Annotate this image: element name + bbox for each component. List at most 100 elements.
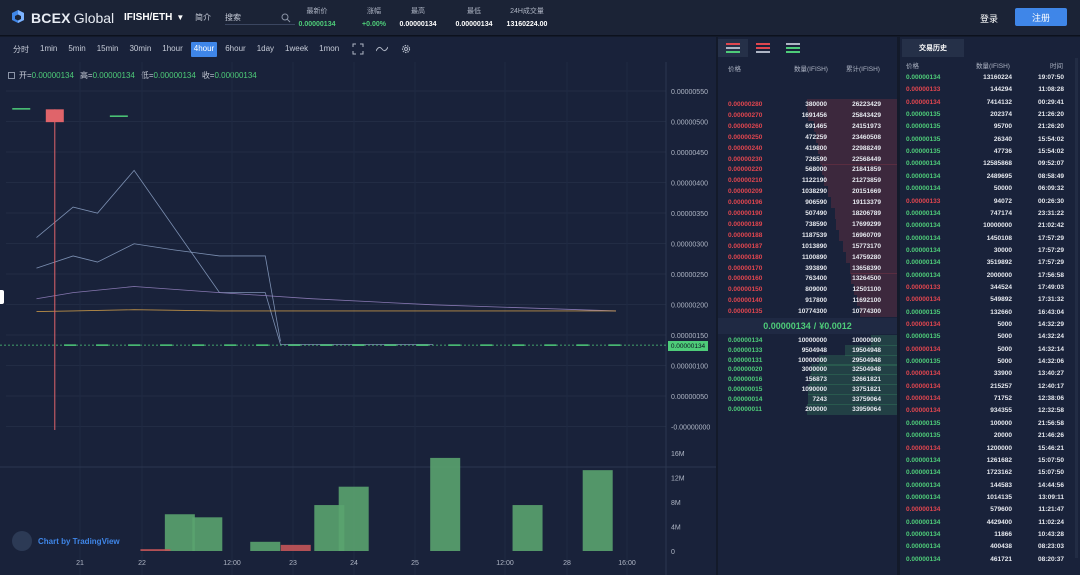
pair-selector[interactable]: IFISH/ETH ▼: [124, 12, 184, 23]
ask-row[interactable]: 0.00000180 1100890 14759280: [718, 251, 897, 264]
bid-row[interactable]: 0.00000131 10000000 29504948: [718, 354, 897, 367]
settings-gear-icon[interactable]: [400, 43, 412, 55]
search-box[interactable]: [225, 11, 295, 25]
tradingview-attribution[interactable]: Chart by TradingView: [12, 531, 120, 551]
time-tick-label: 12:00: [223, 560, 241, 567]
history-scrollbar[interactable]: [1075, 58, 1078, 558]
view-bids-tab[interactable]: [778, 39, 808, 57]
ask-row[interactable]: 0.00000189 738590 17699299: [718, 218, 897, 231]
ask-row[interactable]: 0.00000187 1013890 15773170: [718, 240, 897, 253]
intro-link[interactable]: 简介: [195, 13, 211, 22]
interval-1hour[interactable]: 1hour: [162, 43, 183, 53]
history-row[interactable]: 0.00000134 144583 14:44:56: [900, 480, 1080, 492]
ask-row[interactable]: 0.00000150 809000 12501100: [718, 284, 897, 296]
ask-row[interactable]: 0.00000250 472259 23460508: [718, 131, 897, 144]
history-row[interactable]: 0.00000135 5000 14:32:06: [900, 356, 1080, 368]
interval-4hour[interactable]: 4hour: [190, 41, 218, 57]
history-row[interactable]: 0.00000134 50000 06:09:32: [900, 183, 1080, 195]
history-row[interactable]: 0.00000135 202374 21:26:20: [900, 109, 1080, 121]
history-row[interactable]: 0.00000135 100000 21:56:58: [900, 418, 1080, 430]
register-button[interactable]: 注册: [1015, 8, 1067, 26]
history-row[interactable]: 0.00000135 5000 14:32:24: [900, 331, 1080, 343]
history-row[interactable]: 0.00000134 12585868 09:52:07: [900, 158, 1080, 170]
ask-row[interactable]: 0.00000280 380000 26223429: [718, 99, 897, 111]
fullscreen-icon[interactable]: [352, 43, 364, 55]
history-row[interactable]: 0.00000134 2000000 17:56:58: [900, 270, 1080, 282]
history-row[interactable]: 0.00000134 215257 12:40:17: [900, 381, 1080, 393]
ask-row[interactable]: 0.00000209 1038290 20151669: [718, 186, 897, 198]
history-row[interactable]: 0.00000133 94072 00:26:30: [900, 196, 1080, 208]
history-row[interactable]: 0.00000133 344524 17:49:03: [900, 282, 1080, 294]
brand-logo[interactable]: BCEX Global: [10, 9, 114, 27]
interval-1day[interactable]: 1day: [256, 43, 275, 53]
bid-row[interactable]: 0.00000014 7243 33759064: [718, 393, 897, 406]
interval-30min[interactable]: 30min: [129, 43, 152, 53]
history-row[interactable]: 0.00000134 33900 13:40:27: [900, 368, 1080, 380]
history-row[interactable]: 0.00000135 26340 15:54:02: [900, 134, 1080, 146]
ask-row[interactable]: 0.00000135 10774300 10774300: [718, 306, 897, 318]
history-row[interactable]: 0.00000134 4429400 11:02:24: [900, 517, 1080, 529]
bid-row[interactable]: 0.00000134 10000000 10000000: [718, 335, 897, 347]
interval-1min[interactable]: 1min: [40, 43, 58, 53]
history-row[interactable]: 0.00000134 13160224 19:07:50: [900, 72, 1080, 84]
ask-row[interactable]: 0.00000210 1122190 21273859: [718, 175, 897, 187]
ask-row[interactable]: 0.00000140 917800 11692100: [718, 295, 897, 307]
chart-drag-handle[interactable]: [0, 290, 4, 304]
ask-row[interactable]: 0.00000190 507490 18206789: [718, 208, 897, 220]
history-row[interactable]: 0.00000134 3519892 17:57:29: [900, 257, 1080, 269]
history-row[interactable]: 0.00000135 20000 21:46:26: [900, 430, 1080, 442]
login-link[interactable]: 登录: [980, 14, 999, 24]
history-row[interactable]: 0.00000134 549892 17:31:32: [900, 294, 1080, 306]
ask-row[interactable]: 0.00000196 906590 19113379: [718, 197, 897, 209]
interval-1week[interactable]: 1week: [285, 43, 309, 53]
ask-row[interactable]: 0.00000270 1691456 25843429: [718, 109, 897, 122]
ask-row[interactable]: 0.00000160 763400 13264500: [718, 273, 897, 285]
history-row[interactable]: 0.00000134 5000 14:32:14: [900, 344, 1080, 356]
history-row[interactable]: 0.00000134 747174 23:31:22: [900, 208, 1080, 220]
ask-row[interactable]: 0.00000220 568000 21841859: [718, 164, 897, 176]
ask-row[interactable]: 0.00000230 726590 22568449: [718, 153, 897, 166]
ask-row[interactable]: 0.00000170 393890 13658390: [718, 262, 897, 275]
history-row[interactable]: 0.00000134 934355 12:32:58: [900, 405, 1080, 417]
bid-row[interactable]: 0.00000015 1090000 33751821: [718, 384, 897, 396]
history-row[interactable]: 0.00000134 1200000 15:46:21: [900, 443, 1080, 455]
history-row[interactable]: 0.00000133 144294 11:08:28: [900, 84, 1080, 96]
history-row[interactable]: 0.00000135 132660 16:43:04: [900, 307, 1080, 319]
history-row[interactable]: 0.00000134 1014135 13:09:11: [900, 492, 1080, 504]
search-icon[interactable]: [281, 13, 291, 23]
history-row[interactable]: 0.00000135 95700 21:26:20: [900, 121, 1080, 133]
interval-1mon[interactable]: 1mon: [319, 43, 340, 53]
tab-trade-history[interactable]: 交易历史: [902, 39, 964, 57]
price-chart[interactable]: 0.00000550 0.00000500 0.00000450 0.00000400…: [0, 62, 716, 575]
history-row[interactable]: 0.00000134 7414132 00:29:41: [900, 97, 1080, 109]
history-row[interactable]: 0.00000134 461721 08:20:37: [900, 554, 1080, 566]
bid-row[interactable]: 0.00000133 9504948 19504948: [718, 344, 897, 357]
history-row[interactable]: 0.00000134 11866 10:43:28: [900, 529, 1080, 541]
search-input[interactable]: [225, 13, 281, 22]
history-row[interactable]: 0.00000134 5000 14:32:29: [900, 319, 1080, 331]
ask-row[interactable]: 0.00000240 419800 22988249: [718, 142, 897, 155]
line-style-icon[interactable]: [376, 43, 389, 55]
legend-collapse-icon[interactable]: [8, 72, 15, 79]
ask-row[interactable]: 0.00000260 691465 24151973: [718, 120, 897, 133]
view-both-tab[interactable]: [718, 39, 748, 57]
view-asks-tab[interactable]: [748, 39, 778, 57]
history-row[interactable]: 0.00000134 1261682 15:07:50: [900, 455, 1080, 467]
history-row[interactable]: 0.00000134 1723162 15:07:50: [900, 467, 1080, 479]
history-row[interactable]: 0.00000134 579600 11:21:47: [900, 504, 1080, 516]
interval-6hour[interactable]: 6hour: [225, 43, 246, 53]
bid-row[interactable]: 0.00000011 200000 33959064: [718, 403, 897, 416]
history-row[interactable]: 0.00000134 2489695 08:58:49: [900, 171, 1080, 183]
bid-row[interactable]: 0.00000020 3000000 32504948: [718, 364, 897, 376]
ask-row[interactable]: 0.00000188 1187539 16960709: [718, 229, 897, 242]
interval-5min[interactable]: 5min: [68, 43, 86, 53]
interval-15min[interactable]: 15min: [96, 43, 119, 53]
history-row[interactable]: 0.00000135 47736 15:54:02: [900, 146, 1080, 158]
history-row[interactable]: 0.00000134 30000 17:57:29: [900, 245, 1080, 257]
interval-分时[interactable]: 分时: [13, 44, 29, 54]
history-row[interactable]: 0.00000134 1450108 17:57:29: [900, 233, 1080, 245]
bid-row[interactable]: 0.00000016 156873 32661821: [718, 374, 897, 386]
history-row[interactable]: 0.00000134 400438 08:23:03: [900, 541, 1080, 553]
history-row[interactable]: 0.00000134 71752 12:38:06: [900, 393, 1080, 405]
history-row[interactable]: 0.00000134 10000000 21:02:42: [900, 220, 1080, 232]
